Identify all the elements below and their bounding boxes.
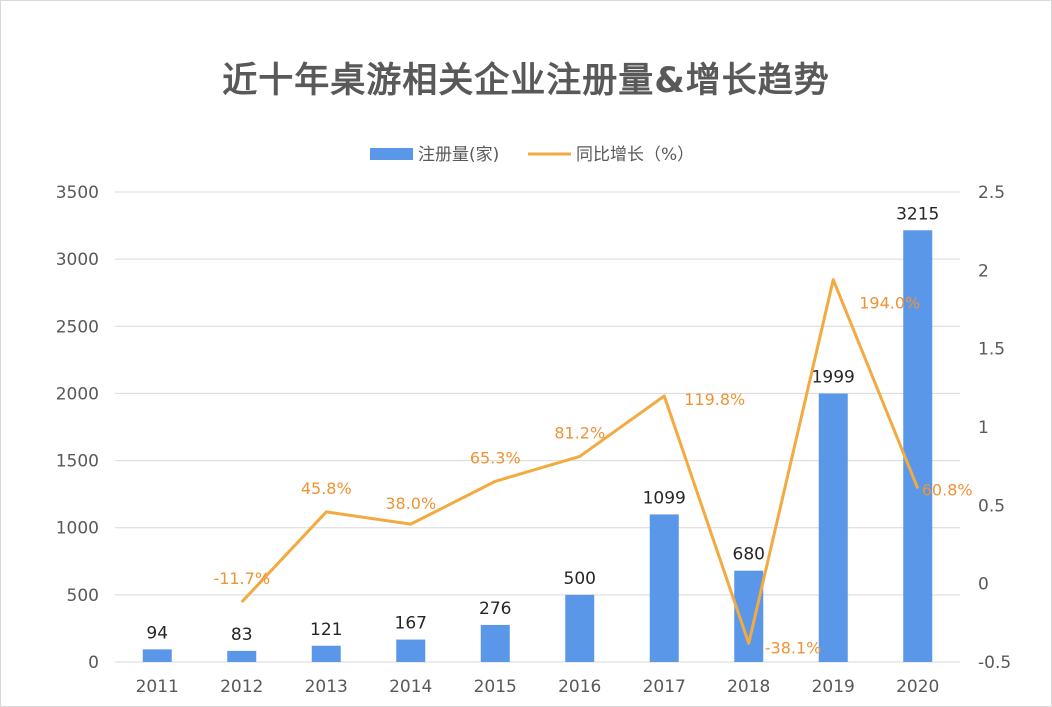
y-right-tick-1.5: 1.5 bbox=[978, 340, 1005, 360]
bar-label-2013: 121 bbox=[310, 620, 342, 640]
legend-swatch-bar bbox=[370, 148, 413, 160]
line-label-2012: -11.7% bbox=[213, 569, 270, 588]
x-tick-2013: 2013 bbox=[305, 677, 348, 697]
legend: 注册量(家) 同比增长（%） bbox=[370, 145, 694, 165]
y-right-tick-2.5: 2.5 bbox=[978, 183, 1005, 203]
x-tick-2014: 2014 bbox=[389, 677, 432, 697]
y-left-tick-0: 0 bbox=[88, 653, 99, 673]
bar-label-2019: 1999 bbox=[812, 368, 855, 388]
bar-label-2012: 83 bbox=[231, 625, 253, 645]
line-label-2014: 38.0% bbox=[385, 494, 436, 513]
y-right-tick-1: 1 bbox=[978, 418, 989, 438]
x-tick-2011: 2011 bbox=[136, 677, 179, 697]
data-labels: 94 83 121 167 276 500 1099 680 1999 3215 -11.7% 45.… bbox=[146, 204, 972, 657]
y-left-tick-2000: 2000 bbox=[56, 384, 99, 404]
y-right-tick--0.5: -0.5 bbox=[978, 653, 1011, 673]
line-label-2018: -38.1% bbox=[765, 638, 822, 657]
line-label-2017: 119.8% bbox=[684, 390, 745, 409]
bar-label-2018: 680 bbox=[733, 545, 765, 565]
y-right-tick-0: 0 bbox=[978, 575, 989, 595]
x-tick-2019: 2019 bbox=[812, 677, 855, 697]
x-tick-2020: 2020 bbox=[896, 677, 939, 697]
bar-2016 bbox=[565, 594, 595, 662]
growth-line bbox=[240, 278, 920, 645]
x-tick-2018: 2018 bbox=[727, 677, 770, 697]
bar-label-2020: 3215 bbox=[896, 204, 939, 224]
y-left-tick-3500: 3500 bbox=[56, 183, 99, 203]
axes: 0500100015002000250030003500-0.500.511.5… bbox=[56, 183, 1011, 697]
y-right-tick-0.5: 0.5 bbox=[978, 496, 1005, 516]
y-left-tick-500: 500 bbox=[67, 586, 99, 606]
line-label-2016: 81.2% bbox=[554, 423, 605, 442]
x-tick-2015: 2015 bbox=[474, 677, 517, 697]
y-left-tick-3000: 3000 bbox=[56, 250, 99, 270]
legend-label-bar: 注册量(家) bbox=[418, 145, 499, 165]
bar-label-2011: 94 bbox=[146, 623, 168, 643]
bar-2014 bbox=[396, 639, 426, 662]
y-right-tick-2: 2 bbox=[978, 261, 989, 281]
y-left-tick-1500: 1500 bbox=[56, 452, 99, 472]
chart-title: 近十年桌游相关企业注册量&增长趋势 bbox=[222, 61, 830, 101]
legend-label-line: 同比增长（%） bbox=[576, 145, 694, 165]
bar-label-2017: 1099 bbox=[643, 488, 686, 508]
bar-label-2016: 500 bbox=[564, 569, 596, 589]
line-series bbox=[240, 278, 920, 645]
y-left-tick-1000: 1000 bbox=[56, 519, 99, 539]
bar-label-2014: 167 bbox=[395, 614, 427, 634]
bar-2020 bbox=[903, 230, 933, 662]
line-label-2019: 194.0% bbox=[859, 294, 920, 313]
x-tick-2016: 2016 bbox=[558, 677, 601, 697]
bar-series bbox=[142, 230, 933, 662]
bar-2013 bbox=[311, 645, 341, 662]
bar-label-2015: 276 bbox=[479, 599, 511, 619]
y-left-tick-2500: 2500 bbox=[56, 317, 99, 337]
x-tick-2017: 2017 bbox=[643, 677, 686, 697]
bar-2017 bbox=[649, 514, 679, 662]
line-label-2015: 65.3% bbox=[470, 448, 521, 467]
bar-2011 bbox=[142, 649, 172, 662]
bar-2015 bbox=[480, 624, 510, 662]
bar-2012 bbox=[227, 650, 257, 662]
x-tick-2012: 2012 bbox=[220, 677, 263, 697]
bar-2019 bbox=[818, 393, 848, 662]
line-label-2013: 45.8% bbox=[301, 479, 352, 498]
line-label-2020: 60.8% bbox=[922, 480, 973, 499]
